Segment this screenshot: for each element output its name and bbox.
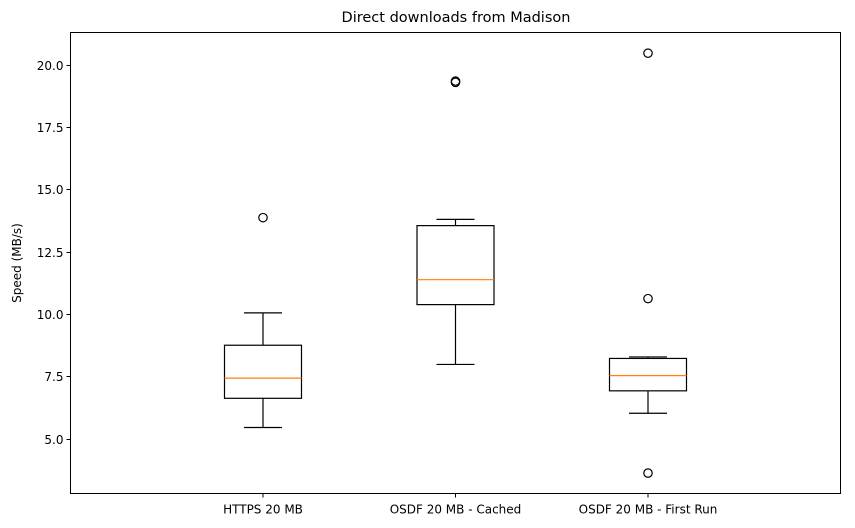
y-tick-label: 12.5 [37, 246, 64, 260]
plot-frame [70, 32, 841, 494]
y-tick-label: 5.0 [44, 433, 63, 447]
iqr-box [608, 357, 688, 392]
y-axis-label: Speed (MB/s) [10, 223, 24, 303]
y-tick-label: 17.5 [37, 121, 64, 135]
y-tick-label: 15.0 [37, 183, 64, 197]
y-tick-label: 10.0 [37, 308, 64, 322]
iqr-box [223, 344, 303, 399]
iqr-box [416, 225, 495, 306]
x-tick-label: OSDF 20 MB - First Run [579, 503, 718, 517]
y-tick-label: 7.5 [44, 370, 63, 384]
outlier-point [643, 468, 653, 478]
box-3 [608, 48, 688, 478]
boxes-group [223, 48, 688, 478]
box-2 [416, 76, 495, 366]
outlier-point [643, 293, 653, 304]
chart-title: Direct downloads from Madison [342, 10, 571, 26]
x-tick-label: OSDF 20 MB - Cached [390, 503, 522, 517]
x-tick-label: HTTPS 20 MB [223, 503, 303, 517]
outlier-point [643, 48, 653, 58]
y-tick-label: 20.0 [37, 59, 64, 73]
x-axis: HTTPS 20 MB OSDF 20 MB - Cached OSDF 20 MB… [223, 493, 718, 517]
outlier-point [450, 76, 461, 86]
outlier-point [258, 212, 268, 223]
box-1 [223, 212, 303, 429]
y-axis: 5.0 7.5 10.0 12.5 15.0 17.5 20.0 [37, 59, 71, 447]
